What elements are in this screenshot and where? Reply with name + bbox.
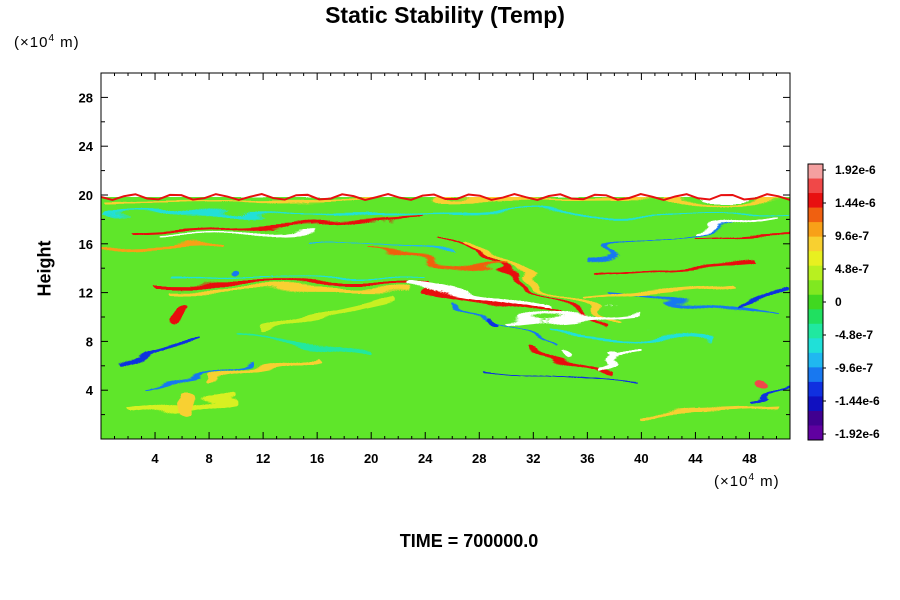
colorbar-swatch [808,222,823,238]
y-tick-label: 4 [86,383,94,398]
colorbar-swatch [808,323,823,339]
x-tick-label: 8 [205,451,212,466]
colorbar-swatch [808,265,823,281]
colorbar-swatch [808,309,823,325]
y-tick-label: 16 [79,237,93,252]
colorbar-swatch [808,164,823,180]
x-tick-label: 20 [364,451,378,466]
y-tick-label: 20 [79,188,93,203]
y-tick-label: 24 [79,139,94,154]
colorbar-label: -1.44e-6 [835,394,880,408]
colorbar-swatch [808,396,823,412]
colorbar-swatch [808,381,823,397]
x-axis-unit: (×104 m) [714,472,780,490]
colorbar: 1.92e-6 1.44e-6 9.6e-7 4.8e-7 0 -4.8e-7 -9.6e-… [807,163,880,441]
colorbar-swatch [808,178,823,194]
colorbar-label: -1.92e-6 [835,427,880,441]
colorbar-label: 4.8e-7 [835,262,869,276]
x-tick-label: 40 [634,451,648,466]
x-tick-label: 12 [256,451,270,466]
plot-frame [100,72,791,440]
x-tick-label: 4 [151,451,159,466]
y-tick-label: 12 [79,286,93,301]
colorbar-swatch [808,294,823,310]
colorbar-swatch [808,338,823,354]
x-tick-label: 32 [526,451,540,466]
x-tick-label: 24 [418,451,433,466]
x-tick-label: 48 [742,451,756,466]
colorbar-swatch [808,236,823,252]
y-tick-label: 8 [86,334,93,349]
time-label: TIME = 700000.0 [399,531,539,551]
colorbar-label: 0 [835,295,842,309]
x-tick-label: 36 [580,451,594,466]
chart-title: Static Stability (Temp) [325,2,565,28]
colorbar-label: 1.44e-6 [835,196,876,210]
y-tick-label: 28 [79,90,93,105]
colorbar-swatch [808,352,823,368]
colorbar-swatch [808,425,823,441]
colorbar-label: 9.6e-7 [835,229,869,243]
x-tick-label: 28 [472,451,486,466]
colorbar-swatch [808,410,823,426]
y-axis-unit: (×104 m) [14,33,80,51]
colorbar-swatch [808,207,823,223]
colorbar-swatch [808,251,823,267]
colorbar-swatch [808,280,823,296]
x-tick-label: 16 [310,451,324,466]
colorbar-swatch [808,193,823,209]
colorbar-label: -4.8e-7 [835,328,873,342]
colorbar-swatch [808,367,823,383]
stability-field [101,73,790,439]
colorbar-label: -9.6e-7 [835,361,873,375]
colorbar-label: 1.92e-6 [835,163,876,177]
x-tick-label: 44 [688,451,703,466]
